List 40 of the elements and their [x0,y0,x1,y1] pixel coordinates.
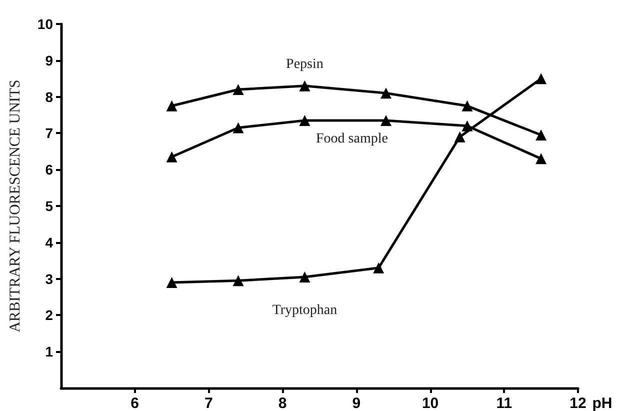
point [536,153,547,164]
point [166,151,178,162]
x-tick-label: 9 [352,395,361,411]
series-label: Tryptophan [272,302,338,318]
point [380,88,392,99]
x-tick-label: 8 [278,395,287,411]
point [232,84,244,96]
x-tick-label: 12 [570,395,586,411]
x-tick-label: 6 [130,395,140,411]
y-tick-label: 5 [45,198,54,214]
x-tick-label: 11 [496,395,512,411]
y-tick-label: 2 [45,307,54,324]
series-label: Food sample [316,131,388,146]
y-tick-label: 1 [45,344,54,360]
point [536,73,547,84]
y-axis-title: ARBITRARY FLUORESCENCE UNITS [8,80,24,332]
point [454,131,466,142]
y-tick-label: 9 [45,52,54,68]
point [232,275,244,286]
point [380,114,392,126]
point [299,271,310,282]
y-tick-label: 3 [45,270,54,287]
x-tick-label: 10 [422,395,439,411]
point [536,130,547,141]
point [166,276,178,288]
point [232,122,244,134]
y-tick-label: 6 [45,162,54,178]
x-axis-title: pH [592,395,612,411]
y-tick-label: 7 [45,125,54,142]
series-label: Pepsin [286,56,324,72]
point [462,100,473,112]
point [166,100,178,112]
y-tick-label: 4 [45,234,54,250]
point [462,120,473,132]
y-tick-label: 8 [45,88,54,105]
point [299,114,310,126]
y-tick-label: 10 [37,16,54,32]
point [299,80,310,92]
x-tick-label: 7 [204,395,213,411]
point [373,262,384,274]
